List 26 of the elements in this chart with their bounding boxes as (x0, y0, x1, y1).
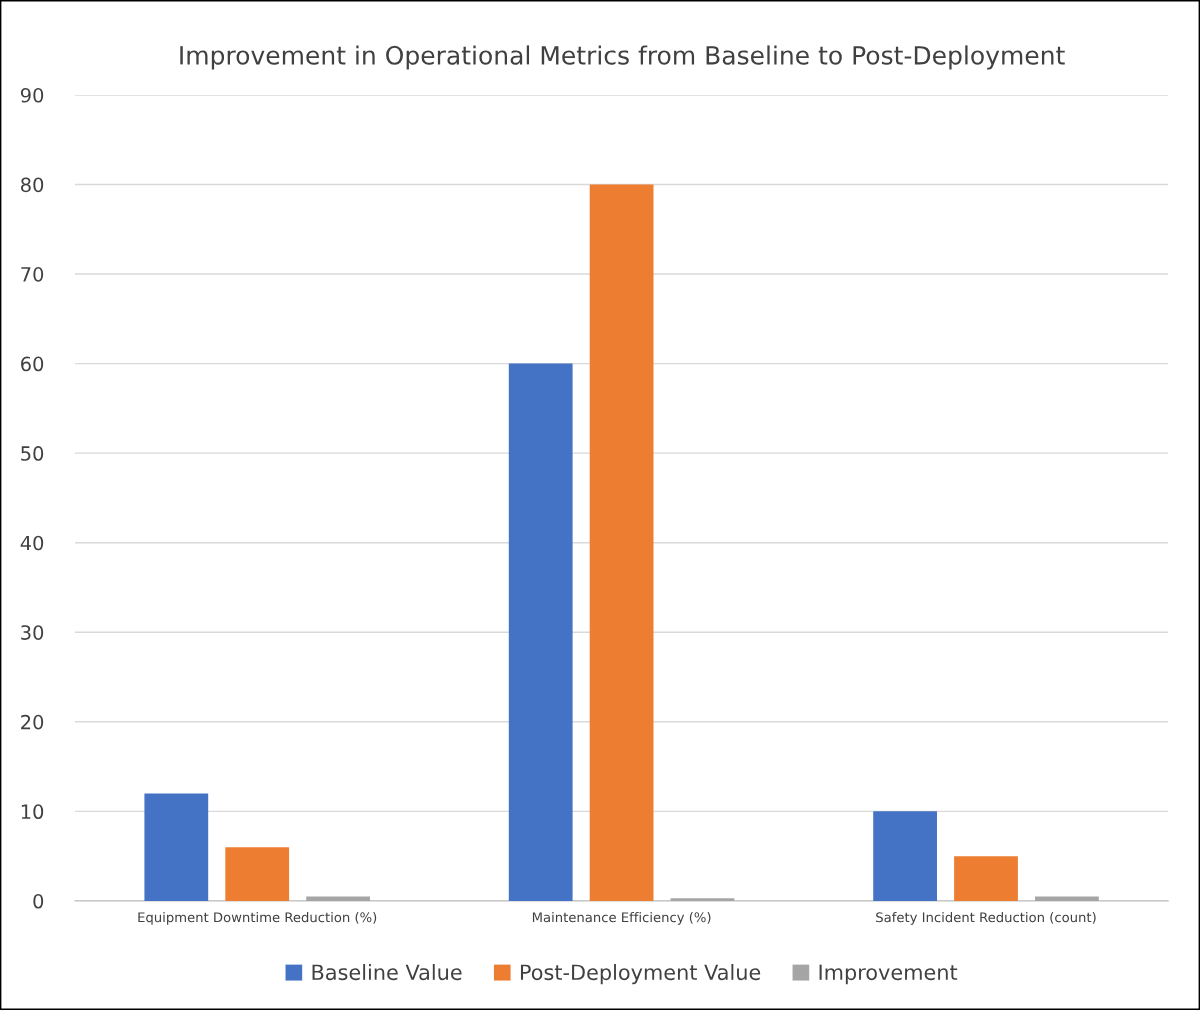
y-tick-label: 50 (21, 446, 44, 461)
y-tick-label: 30 (21, 625, 44, 640)
y-tick-label: 0 (33, 893, 44, 909)
bar (144, 793, 209, 901)
bar (508, 363, 573, 901)
chart-title: Improvement in Operational Metrics from Baseline to Post-Deployment (180, 45, 1065, 70)
bar (670, 898, 735, 901)
y-tick-label: 60 (21, 356, 44, 372)
legend-label: Improvement (819, 964, 958, 985)
y-tick-label: 90 (20, 87, 44, 103)
bar (306, 896, 370, 901)
bar (1035, 896, 1099, 901)
bar (954, 856, 1018, 901)
y-tick-label: 20 (21, 714, 44, 730)
y-tick-label: 80 (21, 177, 44, 193)
x-tick-label: Safety Incident Reduction (count) (876, 912, 1096, 925)
y-tick-label: 10 (21, 804, 44, 820)
legend-label: Baseline Value (312, 964, 462, 981)
bar (873, 811, 937, 901)
y-tick-label: 70 (21, 267, 44, 282)
y-tick-label: 40 (20, 535, 44, 551)
bar (589, 184, 654, 901)
bar (225, 847, 290, 901)
legend-label: Post-Deployment Value (520, 964, 761, 985)
x-tick-label: Equipment Downtime Reduction (%) (138, 912, 377, 925)
x-tick-label: Maintenance Efficiency (%) (532, 912, 711, 925)
